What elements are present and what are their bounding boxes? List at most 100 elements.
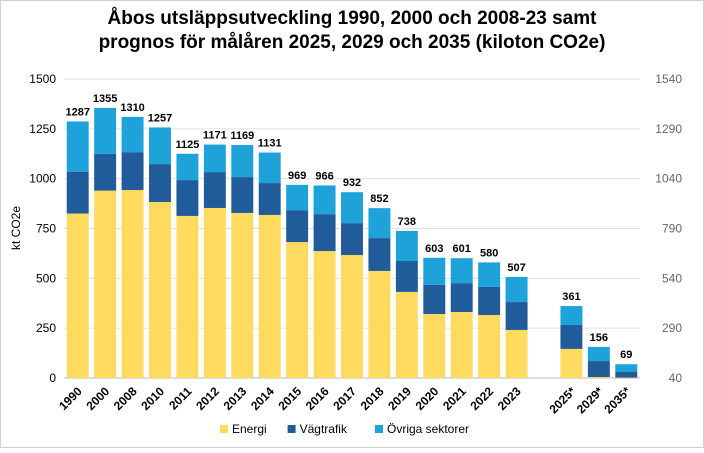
bar-segment	[451, 258, 473, 283]
total-label: 1257	[148, 112, 172, 124]
bar-segment	[506, 277, 528, 302]
bar-segment	[231, 213, 253, 378]
bar-segment	[560, 349, 582, 378]
bar-segment	[588, 347, 610, 361]
y-tick-label: 1500	[29, 72, 56, 86]
total-label: 738	[398, 216, 416, 228]
bar-segment	[67, 121, 89, 171]
bar-segment	[478, 287, 500, 315]
legend-swatch	[288, 425, 296, 433]
y2-tick-label: 790	[662, 222, 682, 236]
legend-swatch	[375, 425, 383, 433]
bar-segment	[396, 231, 418, 261]
bar-segment	[259, 215, 281, 378]
bar-segment	[286, 210, 308, 242]
total-label: 1310	[120, 102, 144, 114]
total-label: 1131	[258, 138, 282, 150]
total-label: 1287	[65, 106, 89, 118]
total-label: 507	[507, 262, 525, 274]
bar-segment	[94, 154, 116, 191]
bar-segment	[259, 183, 281, 215]
legend-label: Energi	[232, 422, 267, 436]
bar-segment	[368, 271, 390, 378]
total-label: 1125	[175, 139, 199, 151]
total-label: 156	[590, 332, 608, 344]
y2-tick-label: 40	[669, 371, 683, 385]
bar-segment	[149, 164, 171, 202]
y2-tick-label: 540	[662, 271, 682, 285]
bar-segment	[286, 185, 308, 210]
bar-segment	[341, 255, 363, 378]
bar-segment	[506, 302, 528, 330]
bar-segment	[67, 214, 89, 378]
bar-segment	[231, 177, 253, 213]
total-label: 603	[425, 243, 443, 255]
bar-segment	[341, 192, 363, 223]
bar-segment	[122, 117, 144, 152]
bar-segment	[176, 154, 198, 180]
total-label: 932	[343, 177, 361, 189]
bar-segment	[368, 208, 390, 238]
legend-label: Övriga sektorer	[387, 422, 469, 436]
bar-segment	[314, 185, 336, 214]
legend-label: Vägtrafik	[300, 422, 348, 436]
chart-title: prognos för målåren 2025, 2029 och 2035 …	[99, 32, 606, 53]
total-label: 361	[562, 291, 580, 303]
bar-segment	[122, 152, 144, 190]
bar-segment	[204, 208, 226, 378]
bar-segment	[396, 261, 418, 292]
bar-segment	[94, 191, 116, 378]
bar-segment	[231, 145, 253, 177]
y-tick-label: 500	[36, 271, 56, 285]
bar-segment	[314, 251, 336, 378]
y-tick-label: 1000	[29, 172, 56, 186]
bar-segment	[396, 292, 418, 378]
bar-segment	[588, 377, 610, 378]
total-label: 969	[288, 170, 306, 182]
bar-segment	[176, 216, 198, 378]
bar-segment	[615, 364, 637, 371]
total-label: 69	[620, 349, 632, 361]
bar-segment	[94, 108, 116, 154]
bar-segment	[204, 172, 226, 208]
bar-segment	[451, 283, 473, 312]
bar-segment	[451, 312, 473, 378]
bar-segment	[176, 180, 198, 216]
y-tick-label: 0	[49, 371, 56, 385]
y2-tick-label: 1290	[655, 122, 682, 136]
bar-segment	[67, 172, 89, 214]
total-label: 966	[315, 170, 333, 182]
bar-segment	[615, 372, 637, 378]
bar-segment	[341, 223, 363, 255]
total-label: 1169	[230, 130, 254, 142]
y-tick-label: 1250	[29, 122, 56, 136]
bar-segment	[478, 262, 500, 287]
total-label: 1355	[93, 93, 117, 105]
bar-segment	[506, 330, 528, 378]
bar-segment	[259, 153, 281, 183]
total-label: 852	[370, 193, 388, 205]
y-tick-label: 750	[36, 222, 56, 236]
bar-segment	[423, 258, 445, 285]
bar-segment	[423, 314, 445, 378]
bar-segment	[478, 315, 500, 378]
bar-segment	[560, 306, 582, 325]
total-label: 601	[453, 243, 471, 255]
bar-segment	[149, 127, 171, 164]
bar-segment	[588, 361, 610, 377]
y2-tick-label: 1540	[655, 72, 682, 86]
bar-segment	[286, 242, 308, 378]
total-label: 1171	[203, 130, 227, 142]
bar-segment	[149, 202, 171, 378]
bar-segment	[560, 325, 582, 349]
y2-tick-label: 1040	[655, 172, 682, 186]
bar-segment	[204, 145, 226, 173]
bar-segment	[314, 214, 336, 251]
bar-segment	[423, 285, 445, 314]
y-tick-label: 250	[36, 321, 56, 335]
total-label: 580	[480, 247, 498, 259]
y2-tick-label: 290	[662, 321, 682, 335]
y-axis-label: kt CO2e	[9, 206, 23, 250]
chart-title: Åbos utsläppsutveckling 1990, 2000 och 2…	[108, 8, 598, 29]
